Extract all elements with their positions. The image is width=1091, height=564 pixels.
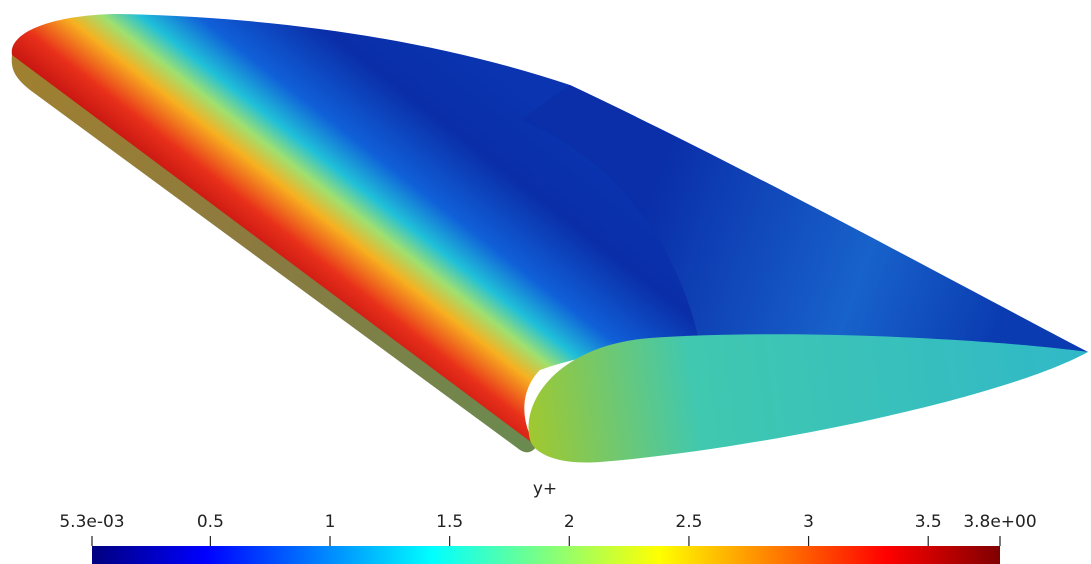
tick-label: 3 bbox=[803, 512, 814, 532]
tick-label: 3.8e+00 bbox=[963, 512, 1036, 532]
tick-label: 2 bbox=[564, 512, 575, 532]
tick-label: 5.3e-03 bbox=[59, 512, 124, 532]
upper-surface-aft bbox=[520, 85, 1088, 352]
tick-label: 1.5 bbox=[436, 512, 463, 532]
tick-label: 2.5 bbox=[675, 512, 702, 532]
wing bbox=[11, 14, 1089, 463]
tick-label: 3.5 bbox=[915, 512, 942, 532]
wing-tip bbox=[528, 334, 1088, 463]
colorbar: y+ 5.3e-03 0.5 1 1.5 2 2.5 3 3.5 3.8e+00 bbox=[59, 479, 1037, 564]
tick-label: 1 bbox=[325, 512, 336, 532]
colorbar-title: y+ bbox=[533, 479, 557, 499]
colorbar-ramp bbox=[92, 546, 1000, 564]
tick-label: 0.5 bbox=[197, 512, 224, 532]
